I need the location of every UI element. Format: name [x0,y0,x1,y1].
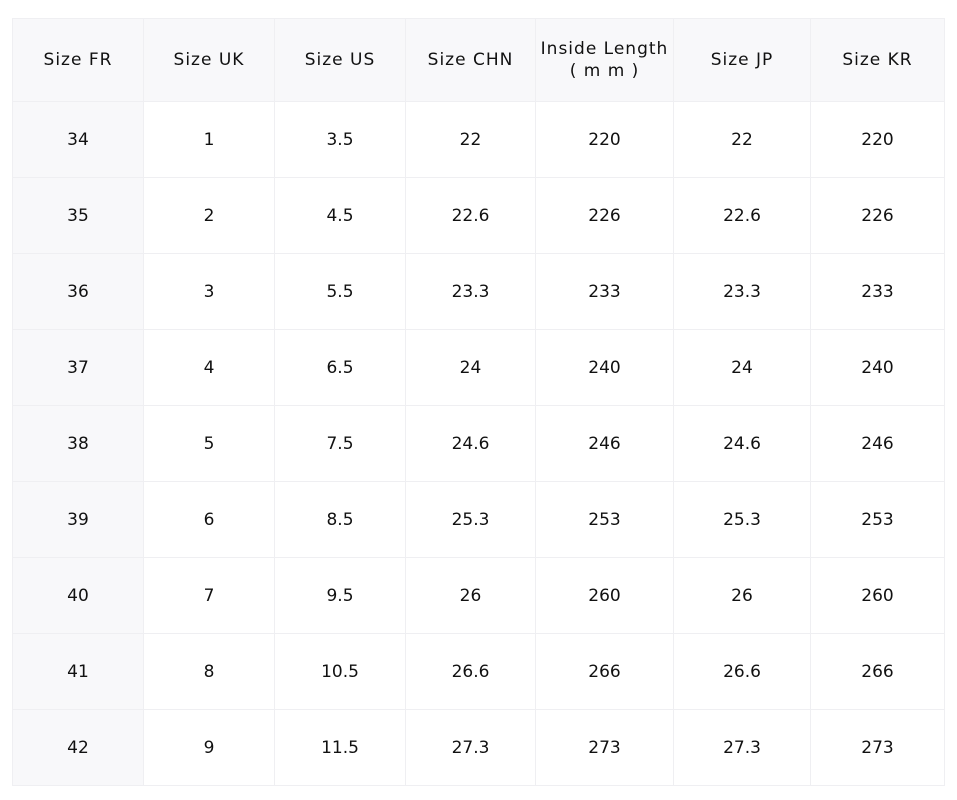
table-cell: 273 [535,709,674,786]
table-cell: 40 [12,557,144,634]
table-cell: 6 [143,481,275,558]
table-cell: 5.5 [274,253,406,330]
table-row: 38 5 7.5 24.6 246 24.6 246 [12,405,945,482]
table-row: 36 3 5.5 23.3 233 23.3 233 [12,253,945,330]
table-cell: 266 [810,633,945,710]
table-row: 40 7 9.5 26 260 26 260 [12,557,945,634]
table-cell: 6.5 [274,329,406,406]
table-cell: 220 [810,101,945,178]
table-cell: 8 [143,633,275,710]
table-cell: 26.6 [405,633,536,710]
table-cell: 4 [143,329,275,406]
table-row: 41 8 10.5 26.6 266 26.6 266 [12,633,945,710]
table-cell: 25.3 [405,481,536,558]
table-cell: 260 [810,557,945,634]
table-cell: 39 [12,481,144,558]
table-cell: 273 [810,709,945,786]
table-cell: 2 [143,177,275,254]
table-cell: 22.6 [673,177,811,254]
table-cell: 24 [405,329,536,406]
column-header: Size US [274,18,406,102]
table-cell: 9.5 [274,557,406,634]
table-cell: 26 [405,557,536,634]
table-cell: 246 [810,405,945,482]
table-cell: 220 [535,101,674,178]
table-cell: 22.6 [405,177,536,254]
table-cell: 37 [12,329,144,406]
column-header: Size KR [810,18,945,102]
table-cell: 5 [143,405,275,482]
table-cell: 26.6 [673,633,811,710]
table-cell: 27.3 [673,709,811,786]
column-header: Size CHN [405,18,536,102]
table-cell: 34 [12,101,144,178]
table-cell: 41 [12,633,144,710]
column-header: Size FR [12,18,144,102]
table-cell: 9 [143,709,275,786]
table-cell: 8.5 [274,481,406,558]
column-header: Size UK [143,18,275,102]
table-cell: 35 [12,177,144,254]
table-cell: 26 [673,557,811,634]
table-row: 34 1 3.5 22 220 22 220 [12,101,945,178]
table-row: 39 6 8.5 25.3 253 25.3 253 [12,481,945,558]
table-cell: 1 [143,101,275,178]
table-row: 37 4 6.5 24 240 24 240 [12,329,945,406]
table-cell: 24 [673,329,811,406]
table-cell: 233 [810,253,945,330]
table-cell: 246 [535,405,674,482]
column-header: Inside Length ( m m ) [535,18,674,102]
table-cell: 22 [405,101,536,178]
table-cell: 25.3 [673,481,811,558]
table-cell: 260 [535,557,674,634]
table-cell: 253 [535,481,674,558]
table-cell: 240 [810,329,945,406]
table-cell: 36 [12,253,144,330]
table-cell: 253 [810,481,945,558]
table-cell: 266 [535,633,674,710]
size-chart-table: Size FR Size UK Size US Size CHN Inside Leng… [12,18,945,786]
table-cell: 38 [12,405,144,482]
table-cell: 23.3 [405,253,536,330]
table-cell: 10.5 [274,633,406,710]
table-cell: 226 [535,177,674,254]
table-cell: 3.5 [274,101,406,178]
table-cell: 24.6 [673,405,811,482]
table-cell: 42 [12,709,144,786]
table-cell: 4.5 [274,177,406,254]
table-cell: 240 [535,329,674,406]
table-cell: 23.3 [673,253,811,330]
table-cell: 7 [143,557,275,634]
table-cell: 24.6 [405,405,536,482]
table-row: 42 9 11.5 27.3 273 27.3 273 [12,709,945,786]
column-header: Size JP [673,18,811,102]
table-cell: 7.5 [274,405,406,482]
table-cell: 11.5 [274,709,406,786]
table-cell: 226 [810,177,945,254]
table-cell: 3 [143,253,275,330]
table-cell: 22 [673,101,811,178]
table-cell: 233 [535,253,674,330]
table-cell: 27.3 [405,709,536,786]
table-row: 35 2 4.5 22.6 226 22.6 226 [12,177,945,254]
header-row: Size FR Size UK Size US Size CHN Inside Leng… [12,18,945,102]
